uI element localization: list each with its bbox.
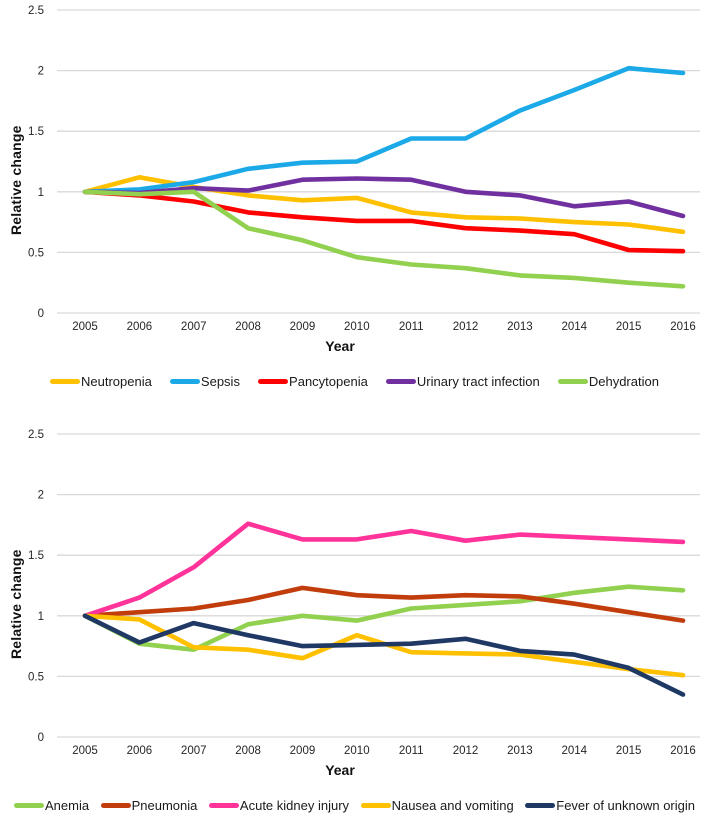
series-line-pancytopenia <box>82 189 686 254</box>
y-tick-label: 0 <box>38 732 44 744</box>
legend-label: Acute kidney injury <box>239 798 350 813</box>
x-tick-label: 2013 <box>507 745 533 757</box>
y-tick-label: 0.5 <box>28 671 44 683</box>
x-tick-label: 2013 <box>507 321 533 333</box>
x-tick-label: 2006 <box>127 321 153 333</box>
y-tick-label: 2.5 <box>28 5 44 17</box>
legend-label: Pancytopenia <box>289 374 368 389</box>
series-line-urinary-tract-infection <box>82 176 686 219</box>
x-tick-label: 2005 <box>72 745 98 757</box>
legend-color-swatch-icon <box>14 803 44 808</box>
x-tick-label: 2011 <box>399 321 424 333</box>
x-tick-label: 2015 <box>616 745 642 757</box>
x-tick-label: 2009 <box>290 321 316 333</box>
legend-label: Fever of unknown origin <box>556 798 695 813</box>
x-tick-label: 2010 <box>344 321 370 333</box>
y-tick-label: 1 <box>38 611 44 623</box>
x-tick-label: 2011 <box>399 745 424 757</box>
y-tick-label: 0 <box>38 308 44 320</box>
legend-item: Urinary tract infection <box>385 374 540 389</box>
legend-color-swatch-icon <box>208 803 239 808</box>
y-tick-label: 1.5 <box>28 550 44 562</box>
legend-label: Anemia <box>45 798 90 813</box>
x-tick-label: 2005 <box>72 321 98 333</box>
x-tick-label: 2014 <box>561 745 587 757</box>
series-line-dehydration <box>82 189 686 289</box>
y-tick-label: 0.5 <box>28 247 44 259</box>
legend-color-swatch-icon <box>385 379 416 384</box>
chart-top-complications: Relative change 0 0.5 1 1.5 2 2.5 2005 2006 2007… <box>0 0 709 389</box>
x-tick-label: 2012 <box>453 321 479 333</box>
x-tick-label: 2007 <box>181 321 207 333</box>
legend-color-swatch-icon <box>525 803 556 808</box>
x-tick-label: 2016 <box>670 321 696 333</box>
y-axis-title: Relative change <box>8 549 24 659</box>
legend-item: Nausea and vomiting <box>360 798 514 813</box>
x-tick-label: 2006 <box>127 745 153 757</box>
x-tick-label: 2015 <box>616 321 642 333</box>
series-line-sepsis <box>82 65 686 195</box>
y-tick-label: 2 <box>38 66 44 78</box>
legend-label: Neutropenia <box>81 374 152 389</box>
y-tick-label: 1.5 <box>28 126 44 138</box>
y-tick-label: 2 <box>38 490 44 502</box>
y-axis-title: Relative change <box>8 125 24 235</box>
legend: Neutropenia Sepsis Pancytopenia Urinary tra… <box>0 374 709 389</box>
legend-label: Nausea and vomiting <box>391 798 514 813</box>
legend-item: Sepsis <box>169 374 240 389</box>
legend-color-swatch-icon <box>557 379 588 384</box>
y-tick-label: 1 <box>38 187 44 199</box>
chart-bottom-complications: Relative change 0 0.5 1 1.5 2 2.5 2005 2006 2007… <box>0 424 709 813</box>
x-axis-title: Year <box>325 338 355 354</box>
legend-label: Urinary tract infection <box>416 374 540 389</box>
legend-color-swatch-icon <box>360 803 391 808</box>
legend-item: Dehydration <box>557 374 659 389</box>
x-tick-label: 2009 <box>290 745 316 757</box>
y-tick-label: 2.5 <box>28 429 44 441</box>
legend-item: Acute kidney injury <box>208 798 350 813</box>
legend-item: Anemia <box>14 798 89 813</box>
legend: Anemia Pneumonia Acute kidney injury Nausea… <box>0 798 709 813</box>
series-line-fever-of-unknown-origin <box>82 613 686 697</box>
line-chart-canvas: 0 0.5 1 1.5 2 2.5 2005 2006 2007 2008 2009 2010 2011… <box>28 5 700 333</box>
legend-item: Pancytopenia <box>258 374 368 389</box>
series-line-anemia <box>82 584 686 652</box>
x-tick-label: 2012 <box>453 745 479 757</box>
x-tick-label: 2010 <box>344 745 370 757</box>
legend-item: Pneumonia <box>100 798 198 813</box>
series-line-pneumonia <box>82 585 686 623</box>
legend-label: Pneumonia <box>131 798 198 813</box>
legend-color-swatch-icon <box>100 803 131 808</box>
legend-color-swatch-icon <box>169 379 200 384</box>
x-tick-label: 2014 <box>561 321 587 333</box>
x-tick-label: 2007 <box>181 745 207 757</box>
line-chart-canvas: 0 0.5 1 1.5 2 2.5 2005 2006 2007 2008 2009 2010 2011… <box>28 429 700 757</box>
series-line-acute-kidney-injury <box>82 521 686 619</box>
legend-color-swatch-icon <box>258 379 289 384</box>
legend-item: Fever of unknown origin <box>525 798 695 813</box>
x-tick-label: 2008 <box>235 321 261 333</box>
legend-label: Dehydration <box>588 374 659 389</box>
legend-color-swatch-icon <box>50 379 80 384</box>
x-tick-label: 2016 <box>670 745 696 757</box>
x-axis-title: Year <box>325 762 355 778</box>
legend-item: Neutropenia <box>50 374 152 389</box>
legend-label: Sepsis <box>200 374 240 389</box>
x-tick-label: 2008 <box>235 745 261 757</box>
